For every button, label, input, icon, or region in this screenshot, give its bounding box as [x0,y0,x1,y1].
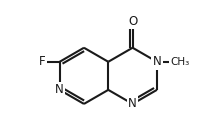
Text: N: N [128,97,137,110]
Text: N: N [153,55,161,68]
Text: F: F [39,55,46,68]
Text: CH₃: CH₃ [170,57,190,67]
Text: N: N [55,83,64,96]
Text: O: O [128,15,137,28]
